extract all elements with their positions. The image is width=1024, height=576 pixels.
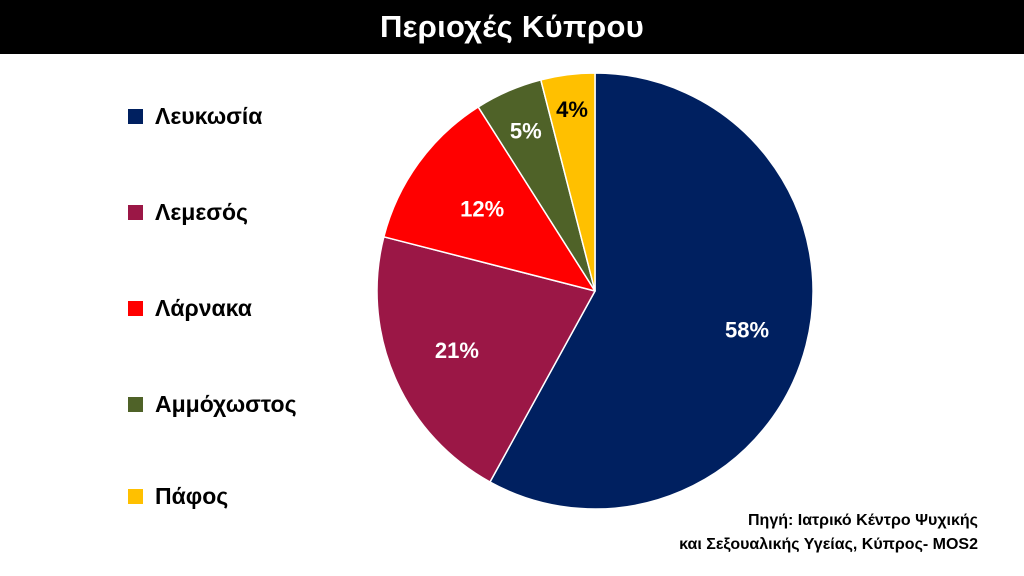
slice-label-3: 5% bbox=[510, 118, 542, 143]
legend-item-2: Λάρνακα bbox=[128, 288, 252, 328]
legend-label-3: Αμμόχωστος bbox=[155, 390, 297, 417]
slice-label-4: 4% bbox=[556, 97, 588, 122]
legend-swatch-4 bbox=[128, 488, 143, 504]
source-note: Πηγή: Ιατρικό Κέντρο Ψυχικής και Σεξουαλ… bbox=[679, 509, 978, 557]
legend-label-2: Λάρνακα bbox=[155, 294, 252, 321]
legend-item-3: Αμμόχωστος bbox=[128, 384, 297, 424]
slice-label-1: 21% bbox=[435, 338, 479, 363]
source-line-1: Πηγή: Ιατρικό Κέντρο Ψυχικής bbox=[747, 512, 978, 529]
legend-label-4: Πάφος bbox=[155, 482, 229, 509]
slice-label-2: 12% bbox=[460, 196, 504, 221]
chart-title: Περιοχές Κύπρου bbox=[379, 9, 645, 44]
pie-slice-0 bbox=[489, 72, 814, 510]
legend-item-0: Λευκωσία bbox=[128, 96, 262, 136]
pie-slice-4 bbox=[540, 72, 596, 292]
legend-label-0: Λευκωσία bbox=[155, 102, 263, 129]
slice-label-0: 58% bbox=[725, 318, 769, 343]
legend-item-4: Πάφος bbox=[128, 476, 228, 516]
pie-slice-2 bbox=[383, 106, 596, 292]
legend-swatch-1 bbox=[128, 204, 143, 220]
legend-swatch-0 bbox=[128, 108, 143, 124]
legend-swatch-3 bbox=[128, 396, 143, 412]
title-bar: Περιοχές Κύπρου bbox=[0, 0, 1024, 54]
source-line-2: και Σεξουαλικής Υγείας, Κύπρος- MOS2 bbox=[679, 536, 978, 553]
legend-item-1: Λεμεσός bbox=[128, 192, 248, 232]
legend-label-1: Λεμεσός bbox=[155, 198, 248, 225]
pie-slice-1 bbox=[376, 236, 596, 483]
legend-swatch-2 bbox=[128, 300, 143, 316]
